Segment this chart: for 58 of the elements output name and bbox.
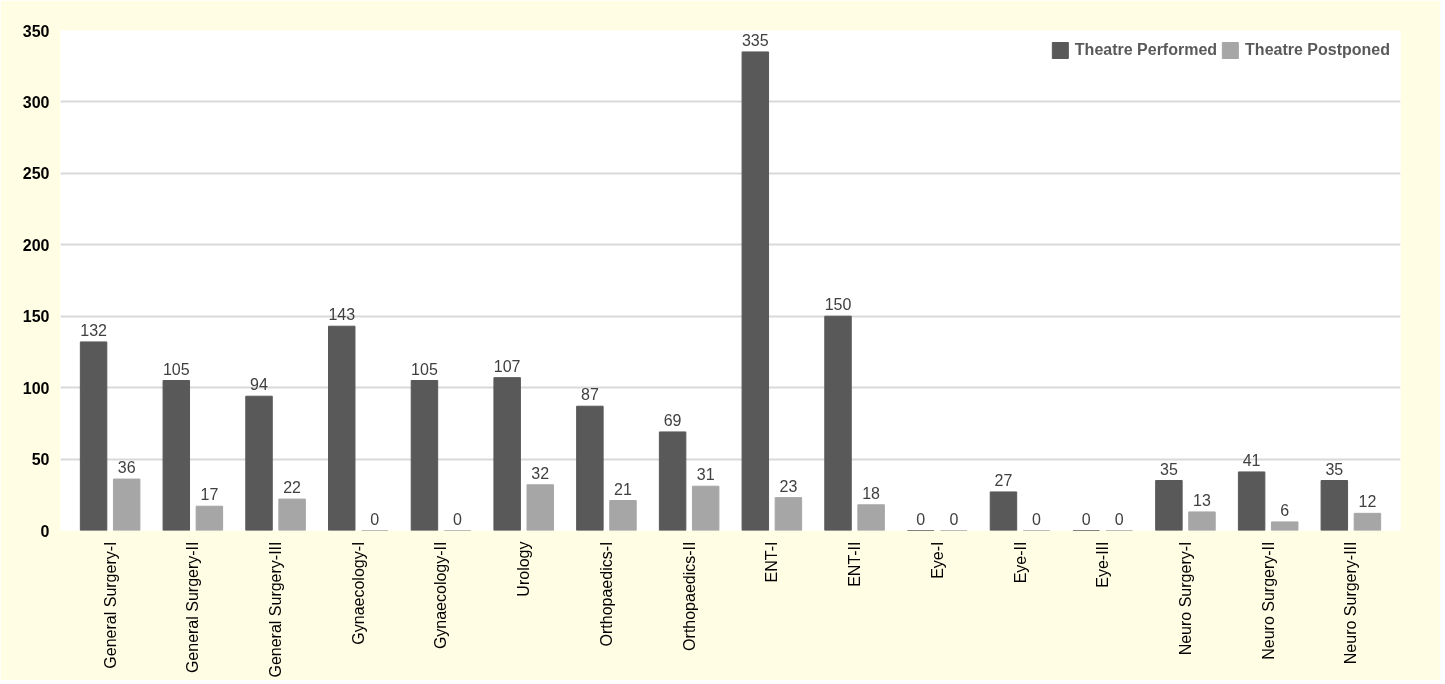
data-label: 0 xyxy=(916,510,926,528)
data-label: 13 xyxy=(1193,491,1211,509)
y-tick-label: 100 xyxy=(22,379,50,397)
data-label: 143 xyxy=(328,306,356,324)
y-tick-label: 0 xyxy=(40,522,50,540)
y-tick-label: 250 xyxy=(22,165,50,183)
x-tick-label: Eye-II xyxy=(1011,541,1029,584)
y-tick-label: 300 xyxy=(22,93,50,111)
x-tick-label: General Surgery-I xyxy=(101,541,119,669)
data-label: 105 xyxy=(162,360,190,378)
x-tick-label: Neuro Surgery-II xyxy=(1259,541,1277,660)
x-tick-label: Eye-I xyxy=(928,541,946,579)
data-label: 6 xyxy=(1280,501,1290,519)
y-tick-label: 200 xyxy=(22,236,50,254)
x-tick-label: General Surgery-III xyxy=(267,541,285,678)
x-tick-label: General Surgery-II xyxy=(184,541,202,674)
data-label: 21 xyxy=(614,480,632,498)
data-label: 105 xyxy=(411,360,438,378)
data-label: 69 xyxy=(663,411,682,429)
legend-label: Theatre Postponed xyxy=(1245,41,1390,59)
x-tick-label: Eye-III xyxy=(1094,541,1112,588)
data-label: 87 xyxy=(580,386,599,404)
x-tick-label: ENT-I xyxy=(763,541,781,583)
data-label: 36 xyxy=(117,459,136,477)
x-tick-label: Gynaecology-II xyxy=(432,541,450,650)
data-label: 0 xyxy=(453,510,463,528)
data-label: 31 xyxy=(696,466,715,484)
x-tick-label: Neuro Surgery-I xyxy=(1176,541,1194,656)
data-label: 0 xyxy=(370,510,380,528)
data-label: 0 xyxy=(1032,510,1042,528)
legend-label: Theatre Performed xyxy=(1074,41,1218,59)
data-label: 150 xyxy=(824,296,852,314)
data-label: 17 xyxy=(200,486,219,504)
x-tick-label: ENT-II xyxy=(846,541,864,587)
x-tick-label: Neuro Surgery-III xyxy=(1342,541,1360,665)
data-label: 94 xyxy=(250,376,269,394)
data-label: 18 xyxy=(862,484,881,502)
data-label: 27 xyxy=(994,471,1013,489)
x-tick-label: Gynaecology-I xyxy=(349,541,367,645)
data-label: 0 xyxy=(1114,510,1124,528)
data-label: 32 xyxy=(531,464,550,482)
data-label: 41 xyxy=(1242,451,1261,469)
y-tick-label: 150 xyxy=(22,308,50,326)
x-tick-label: Orthopaedics-I xyxy=(597,541,615,647)
data-label: 107 xyxy=(493,357,521,375)
data-label: 335 xyxy=(741,31,769,49)
data-label: 0 xyxy=(1081,510,1091,528)
data-label: 132 xyxy=(80,321,108,339)
y-tick-label: 350 xyxy=(22,22,50,40)
x-tick-label: Urology xyxy=(515,541,533,597)
x-tick-label: Orthopaedics-II xyxy=(680,541,698,651)
data-label: 23 xyxy=(779,477,798,495)
y-tick-label: 50 xyxy=(31,451,50,469)
data-label: 35 xyxy=(1160,460,1178,478)
data-label: 35 xyxy=(1325,460,1344,478)
data-label: 0 xyxy=(949,510,959,528)
data-label: 22 xyxy=(283,479,302,497)
data-label: 12 xyxy=(1358,493,1377,511)
